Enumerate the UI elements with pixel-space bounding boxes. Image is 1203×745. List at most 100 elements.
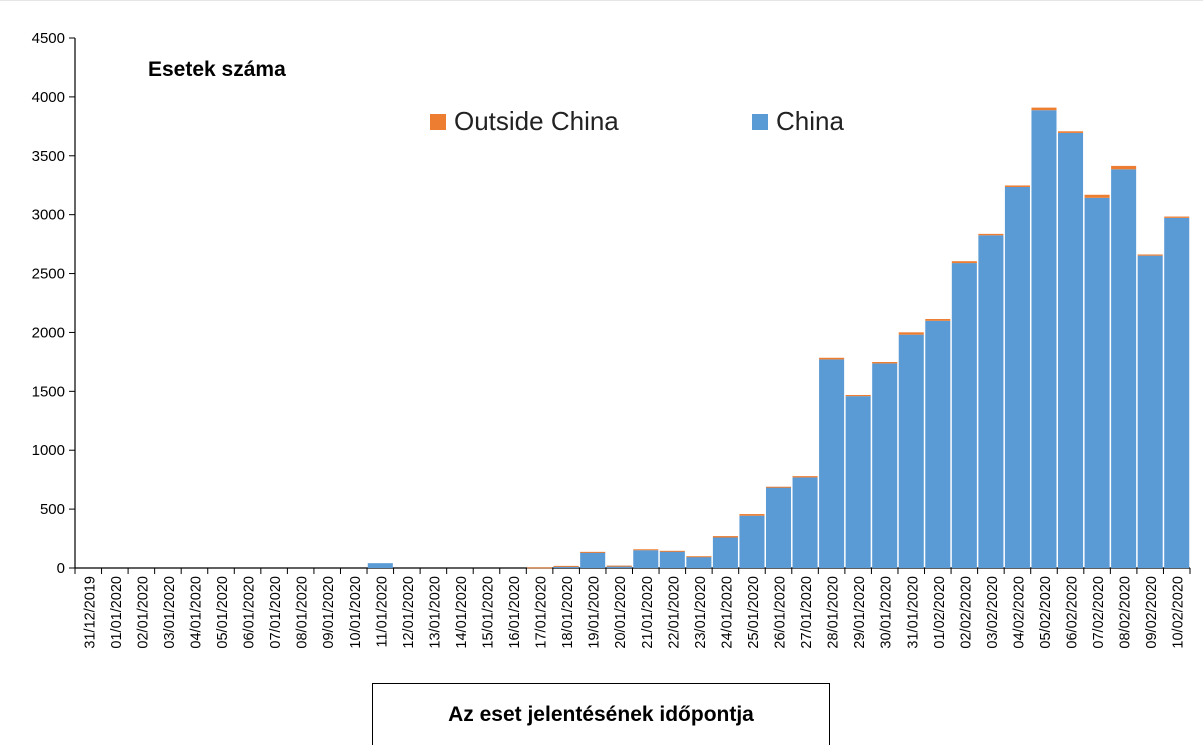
bar-outside-china — [580, 551, 606, 553]
bar-china — [1137, 255, 1163, 569]
bar-china — [1058, 132, 1084, 568]
legend-swatch-china — [752, 113, 768, 130]
x-tick-label: 01/01/2020 — [109, 576, 125, 649]
bar-china — [606, 565, 632, 568]
bar-china — [1164, 217, 1190, 568]
x-tick-label: 24/01/2020 — [719, 576, 735, 649]
x-tick-label: 04/01/2020 — [188, 576, 204, 649]
bar-outside-china — [819, 357, 845, 360]
bar-china — [739, 515, 765, 568]
bar-outside-china — [553, 565, 579, 567]
x-tick-label: 31/01/2020 — [905, 576, 921, 649]
x-tick-label: 07/02/2020 — [1091, 576, 1107, 649]
x-tick-label: 26/01/2020 — [773, 576, 789, 649]
y-axis-label: Esetek száma — [148, 58, 286, 81]
x-tick-label: 16/01/2020 — [507, 576, 523, 649]
bar-china — [580, 551, 606, 568]
bar-outside-china — [739, 514, 765, 516]
legend-swatch-outside-china — [430, 113, 446, 130]
top-rule — [0, 0, 1203, 1]
y-tick-label: 2000 — [32, 324, 65, 341]
bar-outside-china — [845, 394, 871, 397]
x-tick-label: 30/01/2020 — [879, 576, 895, 649]
legend-item-china: China — [752, 106, 844, 137]
bar-china — [686, 556, 712, 568]
bar-china — [978, 235, 1004, 568]
x-tick-label: 01/02/2020 — [932, 576, 948, 649]
legend-label-china: China — [776, 106, 844, 136]
x-tick-label: 13/01/2020 — [427, 576, 443, 649]
y-tick-label: 2500 — [32, 266, 65, 283]
bar-china — [712, 537, 738, 568]
x-tick-label: 14/01/2020 — [454, 576, 470, 649]
bar-outside-china — [1031, 107, 1057, 111]
bar-outside-china — [1164, 216, 1190, 218]
bar-china — [659, 551, 685, 568]
x-tick-label: 05/02/2020 — [1038, 576, 1054, 649]
x-tick-label: 07/01/2020 — [268, 576, 284, 649]
x-tick-label: 09/01/2020 — [321, 576, 337, 649]
bar-china — [925, 320, 951, 568]
bar-china — [951, 263, 977, 568]
y-tick-label: 4000 — [32, 89, 65, 106]
x-axis-label: Az eset jelentésének időpontja — [372, 683, 830, 745]
y-tick-label: 3000 — [32, 207, 65, 224]
bar-outside-china — [1004, 185, 1030, 187]
x-tick-label: 10/01/2020 — [348, 576, 364, 649]
x-tick-label: 10/02/2020 — [1171, 576, 1187, 649]
x-tick-label: 03/01/2020 — [162, 576, 178, 649]
bar-outside-china — [1137, 254, 1163, 256]
x-tick-label: 25/01/2020 — [746, 576, 762, 649]
bar-china — [1084, 197, 1110, 568]
bar-china — [1111, 169, 1137, 569]
x-tick-label: 11/01/2020 — [374, 576, 390, 648]
y-tick-label: 500 — [40, 501, 65, 518]
legend-label-outside-china: Outside China — [454, 106, 619, 136]
x-tick-label: 06/02/2020 — [1065, 576, 1081, 649]
bar-outside-china — [633, 549, 659, 551]
bar-china — [1031, 110, 1057, 568]
bar-outside-china — [1111, 165, 1137, 170]
y-tick-label: 0 — [57, 560, 65, 577]
bar-outside-china — [606, 565, 632, 567]
bar-outside-china — [765, 486, 792, 488]
x-tick-label: 29/01/2020 — [852, 576, 868, 649]
bar-outside-china — [951, 261, 977, 264]
bar-china — [367, 563, 393, 568]
bar-outside-china — [686, 556, 712, 558]
bar-china — [872, 363, 898, 568]
bar-outside-china — [712, 536, 738, 538]
x-tick-label: 04/02/2020 — [1011, 576, 1027, 649]
bar-outside-china — [527, 567, 553, 569]
legend-item-outside-china: Outside China — [430, 106, 619, 137]
y-tick-label: 1000 — [32, 442, 65, 459]
x-tick-label: 02/02/2020 — [958, 576, 974, 649]
bar-outside-china — [1058, 131, 1084, 133]
bar-china — [553, 565, 579, 568]
x-tick-label: 08/02/2020 — [1118, 576, 1134, 649]
x-tick-label: 08/01/2020 — [295, 576, 311, 649]
x-tick-label: 09/02/2020 — [1144, 576, 1160, 649]
legend: Outside China China — [0, 106, 1203, 146]
x-tick-label: 03/02/2020 — [985, 576, 1001, 649]
x-tick-label: 18/01/2020 — [560, 576, 576, 649]
x-tick-label: 02/01/2020 — [135, 576, 151, 649]
x-tick-label: 27/01/2020 — [799, 576, 815, 649]
bar-outside-china — [659, 550, 685, 552]
bar-outside-china — [978, 233, 1004, 236]
x-tick-label: 19/01/2020 — [587, 576, 603, 649]
x-tick-label: 28/01/2020 — [826, 576, 842, 649]
bar-outside-china — [898, 332, 924, 335]
x-tick-label: 05/01/2020 — [215, 576, 231, 649]
bar-china — [633, 550, 659, 568]
x-tick-label: 15/01/2020 — [480, 576, 496, 649]
x-tick-label: 06/01/2020 — [242, 576, 258, 649]
x-tick-label: 20/01/2020 — [613, 576, 629, 649]
x-tick-label: 21/01/2020 — [640, 576, 656, 649]
bar-china — [845, 396, 871, 568]
bar-outside-china — [872, 362, 898, 364]
bar-china — [898, 334, 924, 568]
bar-china — [819, 359, 845, 568]
